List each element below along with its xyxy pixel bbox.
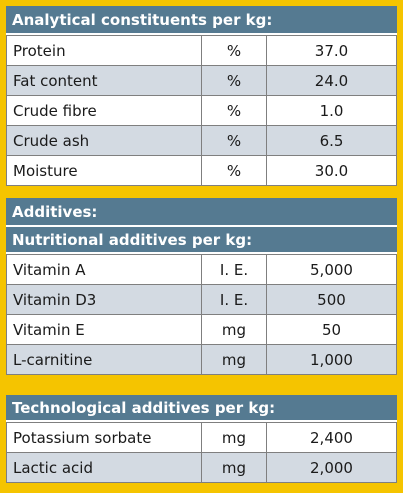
table-row: Potassium sorbate mg 2,400 [6, 422, 397, 453]
row-value: 1.0 [266, 95, 397, 126]
row-name: Crude ash [6, 125, 202, 156]
table-row: Fat content % 24.0 [6, 65, 397, 96]
row-name: Potassium sorbate [6, 422, 202, 453]
row-value: 6.5 [266, 125, 397, 156]
row-unit: mg [201, 422, 267, 453]
additives-panel: Additives: Nutritional additives per kg:… [6, 198, 397, 375]
technological-additives-header: Technological additives per kg: [6, 395, 397, 422]
analytical-constituents-panel: Analytical constituents per kg: Protein … [6, 6, 397, 186]
row-unit: I. E. [201, 284, 267, 315]
row-unit: mg [201, 452, 267, 483]
row-name: Moisture [6, 155, 202, 186]
table-row: Lactic acid mg 2,000 [6, 452, 397, 483]
row-name: Crude fibre [6, 95, 202, 126]
table-row: Crude fibre % 1.0 [6, 95, 397, 126]
row-name: Vitamin E [6, 314, 202, 345]
row-unit: % [201, 35, 267, 66]
row-value: 30.0 [266, 155, 397, 186]
row-value: 2,000 [266, 452, 397, 483]
row-unit: % [201, 95, 267, 126]
row-unit: % [201, 65, 267, 96]
row-name: Lactic acid [6, 452, 202, 483]
row-unit: mg [201, 344, 267, 375]
row-value: 2,400 [266, 422, 397, 453]
row-unit: % [201, 125, 267, 156]
technological-additives-panel: Technological additives per kg: Potassiu… [6, 395, 397, 483]
row-value: 5,000 [266, 254, 397, 285]
row-value: 500 [266, 284, 397, 315]
analytical-constituents-header: Analytical constituents per kg: [6, 6, 397, 35]
row-value: 24.0 [266, 65, 397, 96]
row-value: 1,000 [266, 344, 397, 375]
row-value: 37.0 [266, 35, 397, 66]
row-name: Fat content [6, 65, 202, 96]
table-row: Vitamin A I. E. 5,000 [6, 254, 397, 285]
row-name: Vitamin A [6, 254, 202, 285]
row-unit: % [201, 155, 267, 186]
table-row: Protein % 37.0 [6, 35, 397, 66]
table-row: Vitamin E mg 50 [6, 314, 397, 345]
row-name: Vitamin D3 [6, 284, 202, 315]
row-name: L-carnitine [6, 344, 202, 375]
row-unit: mg [201, 314, 267, 345]
analytical-constituents-table: Protein % 37.0 Fat content % 24.0 Crude … [6, 35, 397, 186]
additives-header: Additives: [6, 198, 397, 227]
table-row: L-carnitine mg 1,000 [6, 344, 397, 375]
row-name: Protein [6, 35, 202, 66]
table-row: Crude ash % 6.5 [6, 125, 397, 156]
row-unit: I. E. [201, 254, 267, 285]
nutritional-additives-table: Vitamin A I. E. 5,000 Vitamin D3 I. E. 5… [6, 254, 397, 375]
table-row: Vitamin D3 I. E. 500 [6, 284, 397, 315]
table-row: Moisture % 30.0 [6, 155, 397, 186]
row-value: 50 [266, 314, 397, 345]
technological-additives-table: Potassium sorbate mg 2,400 Lactic acid m… [6, 422, 397, 483]
nutritional-additives-header: Nutritional additives per kg: [6, 227, 397, 254]
